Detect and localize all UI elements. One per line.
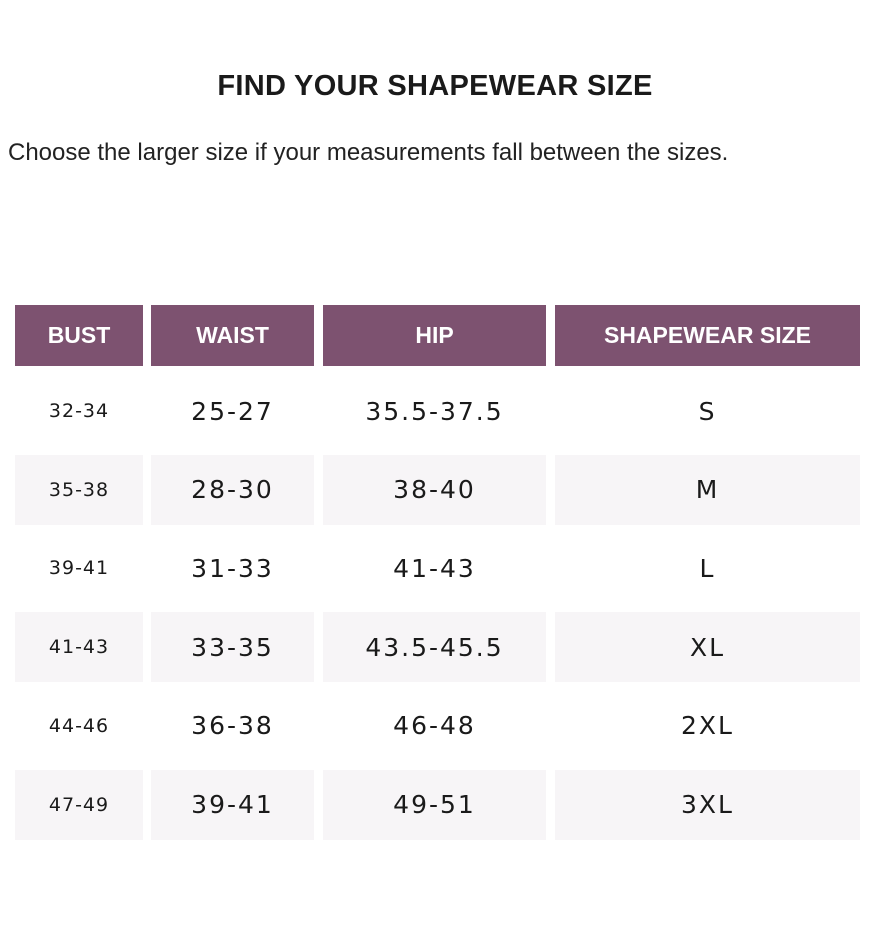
cell-value: 28-30: [191, 475, 274, 505]
cell-size: 2XL: [555, 691, 860, 761]
cell-value: M: [695, 475, 720, 505]
cell-waist: 25-27: [151, 376, 314, 446]
table-row: 39-41 31-33 41-43 L: [0, 533, 870, 603]
cell-value: 39-41: [48, 557, 110, 580]
cell-value: 33-35: [191, 632, 274, 662]
cell-size: L: [555, 533, 860, 603]
cell-bust: 39-41: [15, 533, 143, 603]
cell-hip: 35.5-37.5: [323, 376, 546, 446]
cell-value: 3XL: [681, 790, 734, 819]
cell-hip: 41-43: [323, 533, 546, 603]
header-bust: BUST: [15, 305, 143, 366]
cell-value: 47-49: [48, 793, 110, 816]
table-row: 41-43 33-35 43.5-45.5 XL: [0, 612, 870, 683]
cell-value: 43.5-45.5: [365, 632, 504, 662]
table-row: 32-34 25-27 35.5-37.5 S: [0, 376, 870, 446]
cell-hip: 43.5-45.5: [323, 612, 546, 683]
cell-bust: 35-38: [15, 454, 143, 525]
cell-value: XL: [689, 632, 726, 662]
table-row: 47-49 39-41 49-51 3XL: [0, 769, 870, 840]
table-header: BUST WAIST HIP SHAPEWEAR SIZE: [0, 305, 870, 375]
cell-bust: 47-49: [15, 769, 143, 840]
cell-value: 39-41: [191, 790, 274, 819]
cell-hip: 49-51: [323, 769, 546, 840]
cell-bust: 41-43: [15, 612, 143, 683]
cell-size: S: [555, 376, 860, 446]
header-waist: WAIST: [151, 305, 314, 366]
cell-waist: 28-30: [151, 454, 314, 525]
cell-bust: 32-34: [15, 376, 143, 446]
cell-size: XL: [555, 612, 860, 683]
cell-bust: 44-46: [15, 691, 143, 761]
cell-value: S: [698, 396, 717, 426]
cell-value: 32-34: [48, 400, 110, 422]
cell-value: 2XL: [681, 711, 734, 741]
table-row: 35-38 28-30 38-40 M: [0, 454, 870, 525]
cell-waist: 39-41: [151, 769, 314, 840]
cell-waist: 36-38: [151, 691, 314, 761]
cell-hip: 38-40: [323, 454, 546, 525]
cell-value: 49-51: [393, 790, 476, 819]
cell-value: 44-46: [48, 714, 110, 737]
cell-value: 31-33: [191, 553, 274, 583]
page-title: FIND YOUR SHAPEWEAR SIZE: [217, 70, 653, 102]
cell-value: 36-38: [191, 711, 274, 741]
cell-value: 35-38: [48, 478, 110, 501]
cell-size: 3XL: [555, 769, 860, 840]
page-subtitle: Choose the larger size if your measureme…: [8, 139, 729, 166]
cell-waist: 33-35: [151, 612, 314, 683]
cell-value: 35.5-37.5: [365, 396, 504, 426]
header-hip: HIP: [323, 305, 546, 366]
cell-value: 41-43: [393, 553, 476, 583]
table-row: 44-46 36-38 46-48 2XL: [0, 691, 870, 761]
cell-value: 25-27: [191, 396, 274, 426]
cell-value: L: [699, 553, 716, 583]
cell-waist: 31-33: [151, 533, 314, 603]
cell-value: 41-43: [48, 636, 110, 659]
cell-value: 38-40: [393, 475, 476, 505]
cell-value: 46-48: [393, 711, 476, 741]
cell-hip: 46-48: [323, 691, 546, 761]
cell-size: M: [555, 454, 860, 525]
header-size: SHAPEWEAR SIZE: [555, 305, 860, 366]
